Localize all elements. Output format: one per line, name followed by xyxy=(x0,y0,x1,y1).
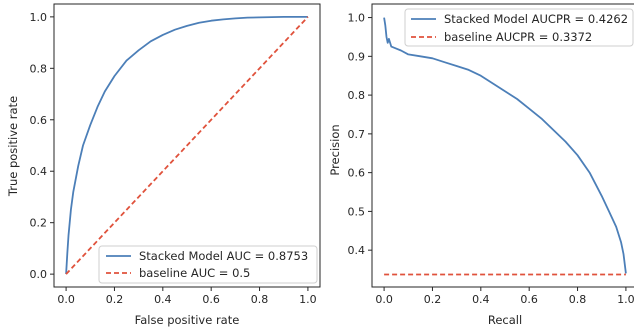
roc-x-axis-label: False positive rate xyxy=(135,313,240,327)
pr-y-tick-label: 0.9 xyxy=(348,50,366,63)
roc-x-tick-label: 0.0 xyxy=(57,293,75,306)
roc-y-axis-label: True positive rate xyxy=(6,96,20,197)
pr-x-axis-label: Recall xyxy=(488,313,522,327)
pr-y-tick-label: 0.7 xyxy=(348,128,366,141)
roc-series-line-baseline xyxy=(65,16,309,275)
roc-y-tick-label: 0.4 xyxy=(30,165,48,178)
roc-y-tick-label: 0.8 xyxy=(30,62,48,75)
pr-chart: 0.0 0.2 0.4 0.6 0.8 1.0 0.4 0.5 0.6 0.7 0.8 0.9 1.0… xyxy=(328,3,634,327)
roc-x-tick-label: 1.0 xyxy=(299,293,317,306)
roc-x-tick-label: 0.4 xyxy=(154,293,172,306)
pr-legend-box xyxy=(404,8,634,47)
pr-x-tick-label: 0.4 xyxy=(472,293,490,306)
roc-chart: 0.0 0.2 0.4 0.6 0.8 1.0 0.0 0.2 0.4 0.6 0.8 1.0 Fa… xyxy=(6,3,321,327)
roc-plot-area xyxy=(65,15,309,275)
pr-y-tick-label: 0.5 xyxy=(348,205,366,218)
pr-x-tick-label: 0.2 xyxy=(424,293,442,306)
pr-legend-label-baseline: baseline AUCPR = 0.3372 xyxy=(444,30,592,44)
pr-y-tick-label: 0.4 xyxy=(348,244,366,257)
pr-x-tick-label: 1.0 xyxy=(617,293,634,306)
roc-legend-label-baseline: baseline AUC = 0.5 xyxy=(139,266,250,280)
roc-series-line-model xyxy=(65,15,308,275)
roc-y-tick-label: 0.6 xyxy=(30,114,48,127)
roc-x-tick-label: 0.6 xyxy=(202,293,220,306)
roc-legend-label-model: Stacked Model AUC = 0.8753 xyxy=(139,249,308,263)
roc-legend: Stacked Model AUC = 0.8753 baseline AUC … xyxy=(98,245,318,284)
pr-x-tick-label: 0.0 xyxy=(375,293,393,306)
pr-x-tick-label: 0.6 xyxy=(520,293,538,306)
roc-legend-box xyxy=(98,245,318,284)
pr-y-tick-label: 0.6 xyxy=(348,167,366,180)
pr-legend-label-model: Stacked Model AUCPR = 0.4262 xyxy=(444,12,628,26)
pr-y-axis-label: Precision xyxy=(328,124,342,175)
pr-series-line-model xyxy=(383,17,627,274)
roc-y-tick-label: 0.0 xyxy=(30,268,48,281)
pr-axes-frame xyxy=(371,3,634,288)
pr-plot-area xyxy=(383,17,627,276)
roc-y-tick-label: 0.2 xyxy=(30,217,48,230)
roc-x-tick-label: 0.2 xyxy=(106,293,124,306)
pr-y-tick-label: 1.0 xyxy=(348,12,366,25)
roc-axes-frame xyxy=(53,3,321,288)
roc-y-tick-label: 1.0 xyxy=(30,11,48,24)
pr-y-tick-label: 0.8 xyxy=(348,89,366,102)
roc-x-ticks: 0.0 0.2 0.4 0.6 0.8 1.0 xyxy=(57,287,317,306)
pr-x-tick-label: 0.8 xyxy=(569,293,587,306)
pr-x-ticks: 0.0 0.2 0.4 0.6 0.8 1.0 xyxy=(375,287,634,306)
pr-legend: Stacked Model AUCPR = 0.4262 baseline AU… xyxy=(404,8,634,47)
roc-x-tick-label: 0.8 xyxy=(251,293,269,306)
roc-y-ticks: 0.0 0.2 0.4 0.6 0.8 1.0 xyxy=(30,11,54,281)
pr-y-ticks: 0.4 0.5 0.6 0.7 0.8 0.9 1.0 xyxy=(348,12,372,257)
